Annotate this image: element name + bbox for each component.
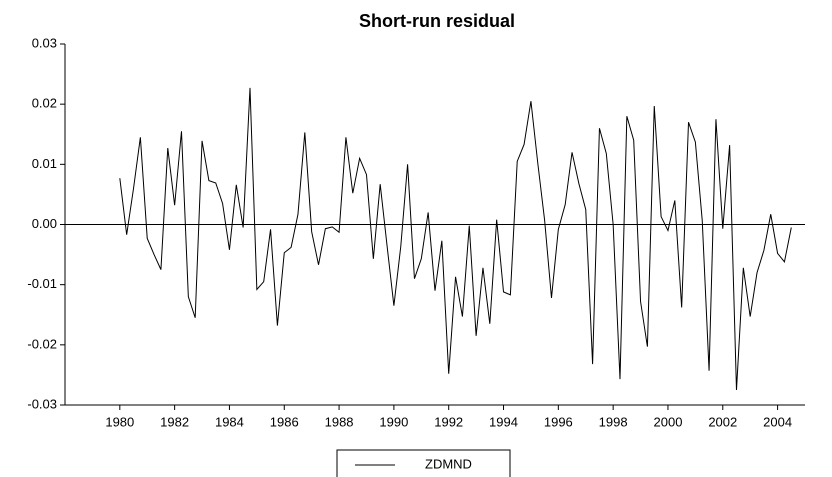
x-tick-label: 1980 [105,414,134,429]
x-tick-label: 2000 [654,414,683,429]
x-tick-label: 1988 [325,414,354,429]
x-tick-label: 1998 [599,414,628,429]
y-tick-label: 0.02 [32,96,57,111]
y-tick-label: 0.01 [32,156,57,171]
x-tick-label: 2004 [763,414,792,429]
y-tick-label: 0.00 [32,216,57,231]
series-line [119,87,792,390]
y-tick-label: 0.03 [32,35,57,50]
x-tick-label: 1992 [434,414,463,429]
legend-box [336,449,511,477]
x-tick-label: 1986 [270,414,299,429]
x-tick-label: 1990 [379,414,408,429]
x-tick-label: 1984 [215,414,244,429]
y-tick-label: -0.03 [27,396,57,411]
chart-title: Short-run residual [359,11,515,31]
y-tick-label: -0.02 [27,336,57,351]
legend-label: ZDMND [425,456,472,471]
x-tick-label: 1994 [489,414,518,429]
x-tick-label: 1996 [544,414,573,429]
x-tick-label: 2002 [708,414,737,429]
y-tick-label: -0.01 [27,276,57,291]
x-tick-label: 1982 [160,414,189,429]
